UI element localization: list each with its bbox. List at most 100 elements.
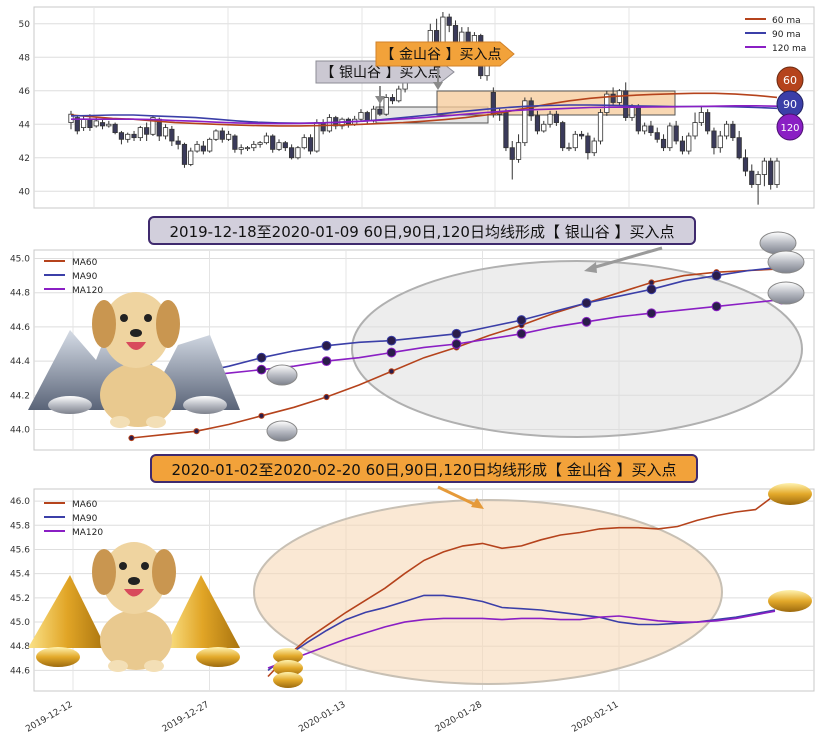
candle-body [213, 130, 219, 140]
silver-ingot-icon [266, 420, 298, 442]
silver-y-tick-label: 45.0 [10, 255, 30, 265]
badge-120-label: 120 [780, 123, 799, 134]
silver-title-banner: 2019-12-18至2020-01-09 60日,90日,120日均线形成【 … [148, 216, 696, 245]
candle-body [591, 140, 597, 154]
candle-body [251, 143, 257, 149]
silver-annotation-label: 【 银山谷 】买入点 [321, 65, 442, 81]
candle-body [547, 113, 553, 125]
candle-y-tick-label: 50 [19, 20, 31, 30]
candle-body [503, 112, 509, 149]
candle-ma60-line [70, 92, 778, 127]
candle-body [364, 112, 370, 122]
silver-point [451, 339, 462, 349]
silver-legend-ma90: MA90 [72, 272, 98, 282]
silver-valley-panel: 44.0 44.2 44.4 44.6 44.8 45.0 MA60 MA90 MA120 [10, 231, 815, 451]
gold-legend-ma120: MA120 [72, 528, 103, 538]
silver-ingot-icon [767, 281, 805, 305]
candle-body [560, 122, 566, 149]
silver-ingot-icon [767, 250, 805, 274]
candle-body [528, 100, 534, 117]
candle-body [553, 113, 559, 123]
candle-body [106, 123, 112, 127]
candle-body [99, 122, 106, 127]
silver-point [321, 356, 332, 367]
silver-title: 2019-12-18至2020-01-09 60日,90日,120日均线形成【 … [170, 223, 675, 241]
candle-body [541, 123, 547, 132]
silver-ingot-icon [266, 364, 298, 386]
candle-body [207, 138, 213, 152]
candle-body [81, 118, 87, 128]
gold-ingot-markers [273, 483, 812, 688]
candle-body [112, 123, 118, 134]
candle-body [137, 127, 143, 139]
silver-point [258, 412, 265, 419]
candle-body [515, 142, 522, 160]
silver-point [256, 352, 267, 363]
silver-point [516, 315, 527, 325]
candle-body [232, 135, 238, 150]
candlestick-panel: 40 42 44 46 48 50 【 银山谷 】买入点 【 金山谷 】买入点 60 ma… [19, 6, 815, 209]
silver-legend-ma120: MA120 [72, 286, 103, 296]
candle-body [642, 125, 648, 132]
candle-ma120-line [71, 105, 778, 125]
candle-body [68, 113, 74, 123]
gold-x-tick-label: 2020-02-11 [570, 700, 620, 735]
candle-body [692, 122, 698, 137]
candle-legend: 60 ma 90 ma 120 ma [745, 16, 806, 54]
silver-point [646, 284, 657, 295]
candle-body [396, 88, 402, 102]
gold-legend-ma60: MA60 [72, 500, 98, 510]
candle-body [118, 132, 125, 140]
gold-x-tick-label: 2020-01-13 [297, 700, 347, 735]
gold-y-tick-label: 45.6 [10, 545, 30, 555]
candle-body [358, 112, 364, 120]
candle-body [604, 93, 610, 113]
silver-dog-illustration [28, 292, 240, 428]
gold-y-tick-label: 45.4 [10, 570, 30, 580]
candle-body [225, 133, 232, 140]
silver-point [451, 328, 462, 339]
gold-y-tick-label: 46.0 [10, 497, 30, 507]
candle-body [326, 117, 333, 132]
candle-body [276, 142, 282, 150]
candle-body [320, 122, 326, 132]
silver-y-tick-label: 44.4 [10, 357, 30, 367]
candle-body [635, 107, 641, 132]
gold-y-tick-label: 44.8 [10, 642, 30, 652]
silver-point [516, 328, 527, 339]
candle-body [572, 133, 578, 149]
candle-body [736, 137, 742, 159]
gold-ma60-line [267, 494, 776, 678]
legend-label-60: 60 ma [772, 16, 801, 26]
candle-body [774, 160, 780, 185]
candle-body [440, 16, 446, 45]
candle-body [742, 157, 749, 172]
gold-ingot-icon [273, 672, 303, 688]
candle-body [257, 142, 263, 145]
silver-point [128, 434, 135, 442]
candle-body [629, 107, 635, 118]
candle-y-tick-label: 48 [19, 53, 31, 63]
gold-ma120-line [267, 610, 776, 669]
candle-body [723, 123, 730, 137]
silver-point [256, 364, 267, 375]
silver-point [386, 335, 397, 346]
silver-legend-ma60: MA60 [72, 258, 98, 268]
silver-y-tick-label: 44.0 [10, 425, 30, 435]
silver-point [711, 270, 722, 281]
candle-body [162, 127, 169, 137]
candle-body [194, 143, 200, 152]
silver-point [581, 316, 592, 327]
badge-120-icon [776, 113, 804, 141]
candle-body [679, 140, 686, 152]
candle-y-tick-label: 40 [19, 187, 31, 197]
candle-body [314, 122, 320, 152]
dog-icon [92, 292, 180, 428]
gold-y-tick-label: 45.8 [10, 521, 30, 531]
candle-body [169, 128, 175, 142]
gold-y-tick-label: 44.6 [10, 666, 30, 676]
candle-body [131, 133, 137, 139]
gold-x-tick-label: 2019-12-27 [161, 700, 211, 735]
candle-body [263, 135, 270, 144]
